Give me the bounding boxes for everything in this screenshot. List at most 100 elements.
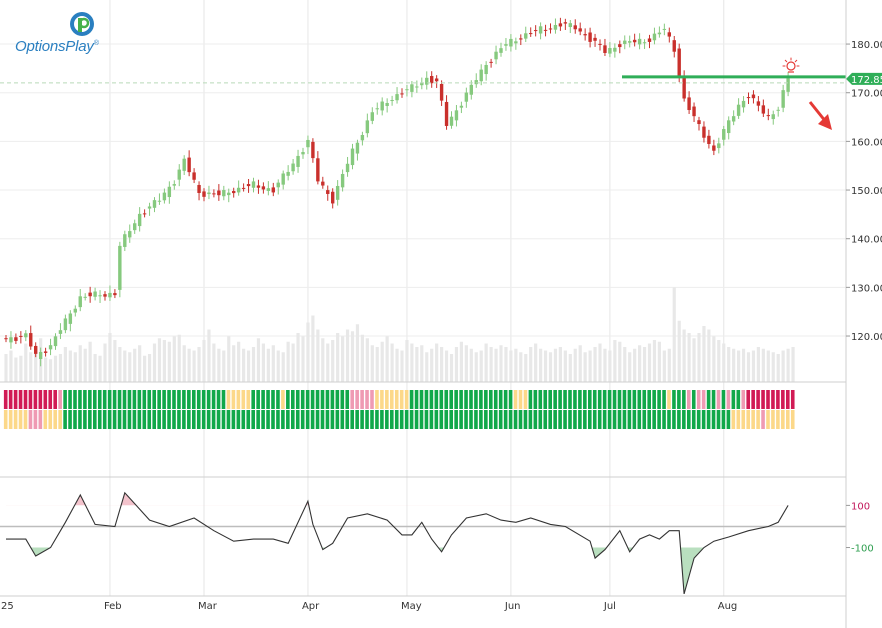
heatmap-cell [13,390,18,409]
heatmap-cell [127,410,132,429]
x-tick-label: Aug [718,601,738,612]
heatmap-cell [18,410,23,429]
candle-body [78,296,82,308]
heatmap-cell [291,390,295,409]
volume-bar [271,345,275,382]
volume-bar [652,340,657,382]
cci-line [6,491,789,595]
x-tick-label: Jul [603,601,616,612]
heatmap-cell [484,410,488,429]
candle-body [637,38,642,45]
volume-bar [642,347,647,382]
volume-bar [276,350,280,382]
heatmap-cell [518,410,523,429]
candle-body [162,192,167,201]
heatmap-cell [781,390,785,409]
heatmap-cell [498,390,503,409]
heatmap-cell [256,410,260,429]
heatmap-cell [216,390,221,409]
heatmap-cell [409,410,414,429]
volume-bar [737,350,741,382]
volume-bar [207,329,211,382]
heatmap-cell [543,410,548,429]
heatmap-cell [602,410,607,429]
heatmap-cell [206,410,211,429]
heatmap-cell [563,390,567,409]
heatmap-cell [305,390,310,409]
heatmap-cell [38,410,43,429]
candle-body [667,32,671,37]
heatmap-cell [597,390,602,409]
heatmap-cell [167,390,171,409]
heatmap-cell [538,390,543,409]
heatmap-cell [201,410,206,429]
candle-body [489,61,493,63]
heatmap-cell [177,410,181,429]
candle-body [326,190,330,194]
volume-bar [14,357,18,382]
volume-bar [98,355,102,382]
heatmap-cell [78,410,82,429]
heatmap-cell [612,410,617,429]
volume-bar [395,348,399,382]
volume-bar [682,329,686,382]
heatmap-cell [632,410,637,429]
volume-bar [449,354,454,382]
heatmap-cell [786,410,790,429]
candle-body [444,101,449,126]
candle-body [246,184,251,187]
volume-bar [548,352,553,382]
volume-bar [781,350,785,382]
candle-body [58,330,63,334]
heatmap-cell [221,390,226,409]
heatmap-cell [761,390,765,409]
y-tick-label: 140.00 [851,235,882,246]
heatmap-cell [241,390,246,409]
heatmap-cell [281,390,285,409]
heatmap-cell [73,390,77,409]
volume-bar [123,350,127,382]
heatmap-cell [147,410,152,429]
candle-body [420,82,424,86]
heatmap-cell [261,410,265,429]
heatmap-cell [63,390,67,409]
bearish-arrow-head [818,114,832,130]
volume-bar [583,352,587,382]
x-tick-label: Apr [302,601,320,612]
volume-bar [420,345,424,382]
heatmap-cell [320,390,325,409]
candle-body [400,93,404,95]
heatmap-cell [385,390,389,409]
candle-body [479,69,483,82]
volume-bar [479,350,483,382]
heatmap-cell [444,410,449,429]
heatmap-cell [548,390,552,409]
volume-bar [687,333,691,382]
candle-body [286,171,290,176]
heatmap-cell [726,410,731,429]
candlesticks [4,17,790,367]
heatmap-cell [558,390,562,409]
heatmap-cell [469,410,473,429]
candle-body [331,191,335,204]
heatmap-cell [142,390,147,409]
candle-body [504,44,508,46]
volume-bar [519,352,523,382]
heatmap-cell [68,410,72,429]
volume-bar [628,352,632,382]
heatmap-cell [157,410,161,429]
volume-bar [766,350,770,382]
volume-bar [113,340,117,382]
heatmap-cell [756,410,760,429]
volume-bar [469,348,473,382]
heatmap-cell [172,390,176,409]
candle-body [509,38,513,47]
candle-body [563,22,568,24]
volume-bar [58,354,63,382]
volume-bar [578,345,582,382]
heatmap-cell [315,410,320,429]
candle-body [588,32,592,42]
heatmap-cell [657,410,661,429]
heatmap-cell [652,410,656,429]
volume-bar [751,350,756,382]
